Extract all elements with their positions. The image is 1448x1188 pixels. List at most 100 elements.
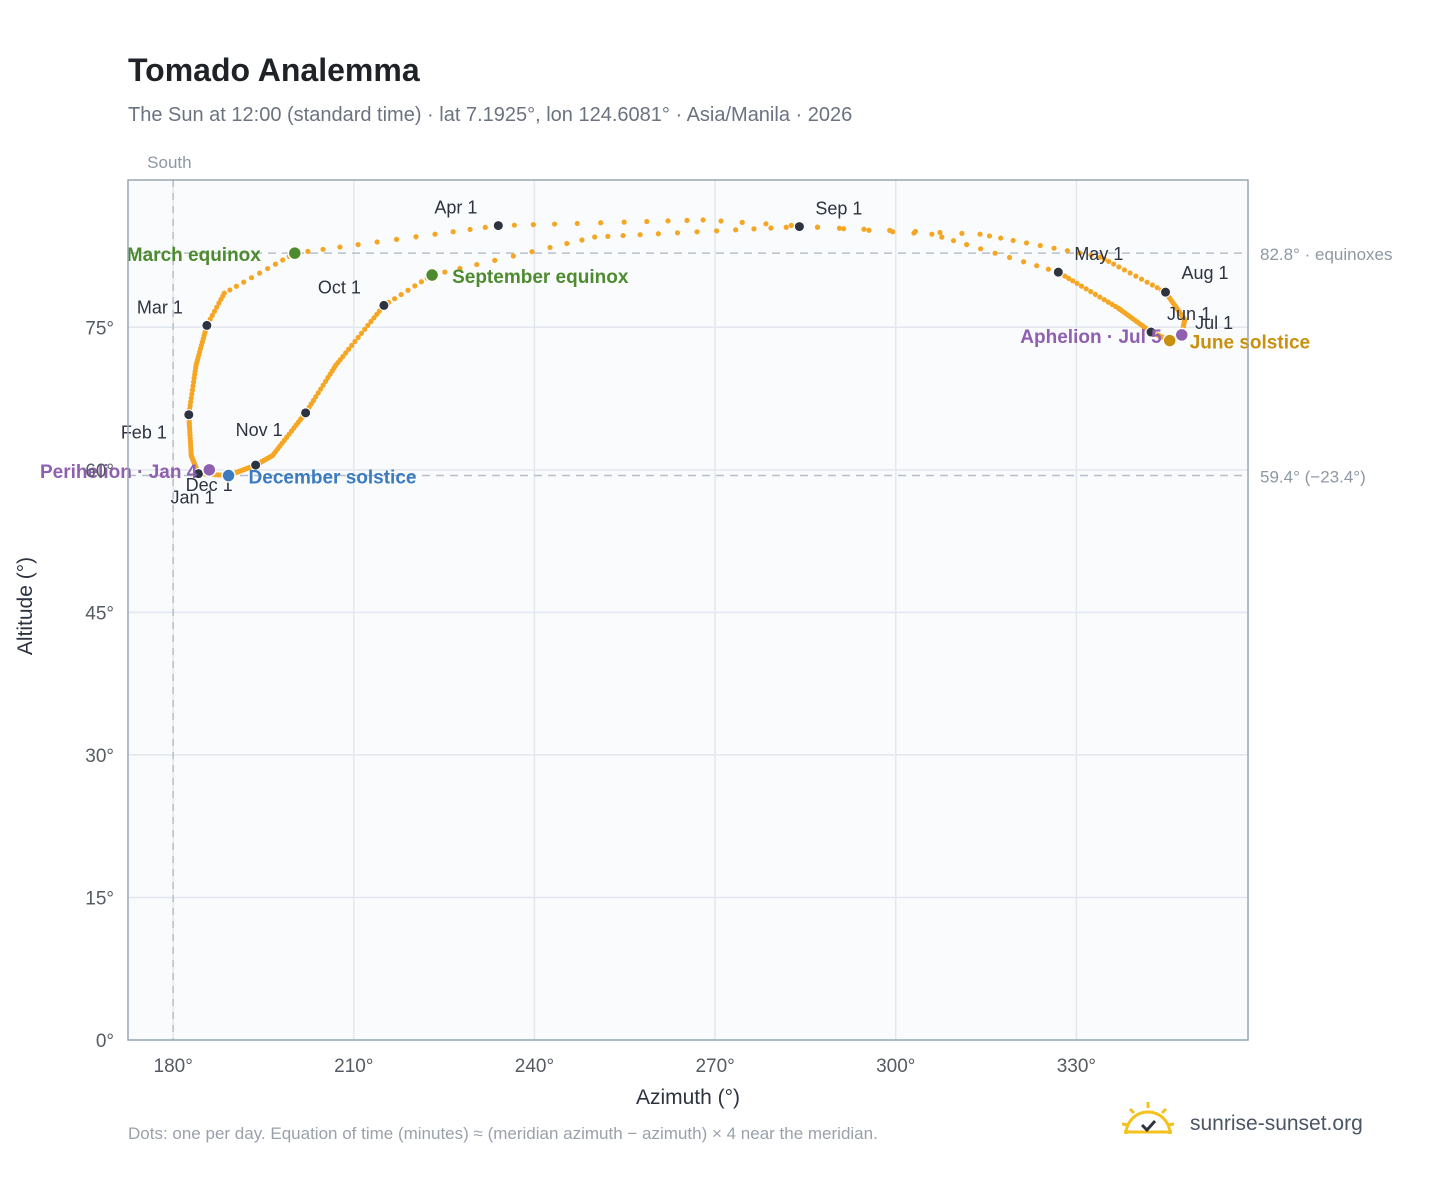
daily-dot <box>510 253 516 259</box>
daily-dot <box>392 296 398 302</box>
y-axis-label: Altitude (°) <box>14 557 37 655</box>
daily-dot <box>188 399 194 405</box>
daily-dot <box>1034 263 1040 269</box>
daily-dot <box>1078 283 1085 289</box>
daily-dot <box>337 244 343 250</box>
daily-dot <box>265 265 271 272</box>
daily-dot <box>1083 286 1089 292</box>
month-marker <box>793 221 805 233</box>
daily-dot <box>977 231 983 237</box>
daily-dot <box>1088 252 1094 258</box>
y-tick-label: 60° <box>85 461 114 482</box>
plot-frame <box>127 179 1249 1041</box>
daily-dot <box>574 220 580 227</box>
daily-dot <box>362 326 368 332</box>
daily-dot <box>564 240 570 247</box>
event-label: March equinox <box>127 245 262 266</box>
month-label: Feb 1 <box>121 423 167 443</box>
daily-dot <box>1111 261 1117 267</box>
month-marker <box>378 299 390 311</box>
daily-dot <box>1106 258 1112 265</box>
daily-dot <box>188 395 194 401</box>
event-label: Perihelion · Jan 4 <box>40 462 198 483</box>
x-tick-label: 270° <box>695 1056 734 1077</box>
daily-dot <box>1088 289 1094 295</box>
daily-dot <box>343 350 349 356</box>
month-label: Oct 1 <box>318 277 361 297</box>
daily-dot <box>1116 264 1122 270</box>
daily-dot <box>227 287 233 293</box>
daily-dot <box>442 269 448 275</box>
month-label: Mar 1 <box>137 297 183 317</box>
daily-dot <box>320 246 326 252</box>
daily-dot <box>788 222 794 229</box>
daily-dot <box>866 227 872 233</box>
month-label: Dec 1 <box>186 475 233 495</box>
daily-dot <box>841 226 847 232</box>
daily-dot <box>1020 259 1027 265</box>
brand-name: sunrise-sunset.org <box>1190 1112 1363 1135</box>
daily-dot <box>1144 279 1150 285</box>
x-tick-label: 240° <box>515 1056 554 1077</box>
daily-dot <box>751 226 757 232</box>
month-label: Aug 1 <box>1182 263 1229 283</box>
x-tick-label: 330° <box>1057 1056 1096 1077</box>
daily-dot <box>592 234 598 240</box>
daily-dot <box>511 222 517 228</box>
event-label: December solstice <box>249 468 417 489</box>
daily-dot <box>398 291 404 298</box>
event-marker <box>1174 327 1190 343</box>
x-tick-label: 180° <box>154 1056 193 1077</box>
daily-dot <box>241 279 247 285</box>
daily-dot <box>214 304 220 310</box>
daily-dot <box>374 311 380 317</box>
daily-dot <box>393 236 400 242</box>
month-label: Apr 1 <box>434 198 477 218</box>
event-marker <box>1162 333 1177 348</box>
daily-dot <box>1127 270 1133 276</box>
brand-logo[interactable]: sunrise-sunset.org <box>1120 1100 1400 1150</box>
sun-logo-icon <box>1121 1102 1175 1135</box>
daily-dot <box>413 234 419 240</box>
daily-dot <box>937 229 943 236</box>
event-label: Aphelion · Jul 5 <box>1020 327 1162 348</box>
daily-dot <box>1092 291 1098 297</box>
daily-dot <box>529 249 535 255</box>
daily-dot <box>467 226 473 233</box>
daily-dot <box>579 237 585 243</box>
axes: 180° 210° 240° 270° 300° 330° 0° 15° 30° 45° 60° 75… <box>14 318 1096 1109</box>
month-label: Jun 1 <box>1167 304 1211 324</box>
daily-dot <box>1149 282 1155 288</box>
daily-dot <box>959 230 965 237</box>
daily-dot <box>939 234 945 240</box>
daily-dot <box>887 227 893 233</box>
daily-dot <box>1010 237 1016 244</box>
daily-dot <box>1062 273 1068 279</box>
chart-title: Tomado Analemma <box>128 52 420 88</box>
daily-dot <box>1097 294 1103 300</box>
daily-dot <box>1154 285 1160 291</box>
daily-dot <box>305 248 311 255</box>
daily-dot <box>1045 266 1052 272</box>
daily-dot <box>365 322 371 328</box>
daily-dot <box>272 261 279 267</box>
daily-dot <box>1121 267 1128 273</box>
daily-dot <box>674 230 681 236</box>
daily-dot <box>530 222 536 228</box>
daily-dot <box>1066 275 1072 281</box>
reference-lines: South 82.8° · equinoxes 59.4° (−23.4°) <box>128 153 1393 1040</box>
daily-dot <box>1133 273 1139 279</box>
daily-dot <box>1097 254 1104 260</box>
event-marker <box>424 267 440 283</box>
x-axis-label: Azimuth (°) <box>636 1086 740 1109</box>
y-tick-label: 30° <box>85 746 114 767</box>
daily-dot <box>1023 240 1030 246</box>
daily-dot <box>280 257 286 263</box>
daily-dot <box>551 221 558 227</box>
daily-dot <box>1101 297 1107 303</box>
reference-line-label: 59.4° (−23.4°) <box>1260 468 1366 487</box>
footnote: Dots: one per day. Equation of time (min… <box>128 1124 878 1143</box>
daily-dot <box>189 387 196 393</box>
event-label: June solstice <box>1190 333 1310 354</box>
month-marker <box>201 319 213 331</box>
